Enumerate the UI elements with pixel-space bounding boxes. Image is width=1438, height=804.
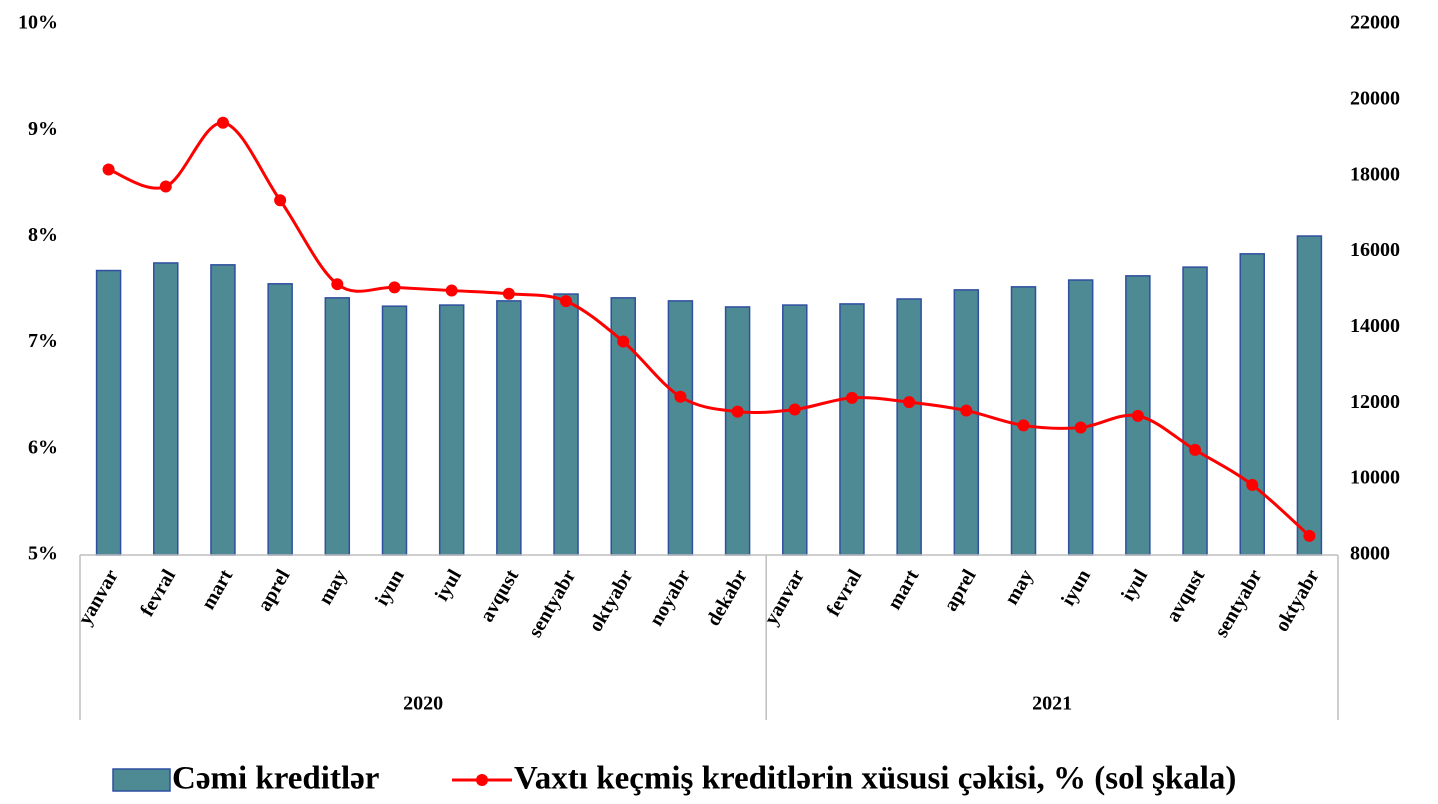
bar	[782, 304, 808, 556]
line-point	[674, 390, 687, 403]
legend-label: Cəmi kreditlər	[172, 761, 379, 797]
y-tick-label: 8%	[28, 224, 58, 246]
bar	[496, 300, 522, 556]
group-label: 2021	[1032, 693, 1072, 715]
x-tick-label: iyun	[371, 566, 409, 610]
x-tick-label: mart	[883, 566, 923, 614]
line-point	[216, 116, 229, 129]
legend-swatch	[476, 774, 488, 786]
bar	[1239, 253, 1265, 556]
x-tick-label: fevral	[822, 565, 866, 620]
bar	[324, 297, 351, 556]
y-tick-label: 9%	[28, 118, 58, 140]
y-tick-label: 6%	[28, 436, 58, 458]
x-tick-label: may	[1000, 566, 1037, 609]
x-tick-label: aprel	[253, 565, 294, 615]
y2-tick-label: 22000	[1350, 12, 1400, 34]
x-tick-label: yanvar	[74, 566, 123, 629]
y2-tick-label: 12000	[1350, 391, 1400, 413]
line-point	[159, 180, 172, 193]
y2-tick-label: 18000	[1350, 163, 1400, 185]
bar	[553, 293, 579, 556]
line-point	[445, 284, 458, 297]
bar	[267, 283, 293, 556]
legend-swatch	[112, 768, 171, 792]
line-point	[960, 404, 973, 417]
bar	[210, 264, 236, 556]
x-tick-label: may	[314, 566, 351, 609]
bar	[667, 300, 694, 556]
line-point	[560, 295, 573, 308]
bar	[1296, 235, 1323, 556]
y2-tick-label: 16000	[1350, 239, 1400, 261]
bar	[153, 262, 179, 556]
bar	[95, 269, 122, 556]
bar	[1067, 279, 1094, 556]
group-label: 2020	[403, 693, 443, 715]
bar	[839, 303, 865, 556]
y-tick-label: 7%	[28, 330, 58, 352]
line-point	[274, 194, 287, 207]
y2-tick-label: 8000	[1350, 543, 1390, 565]
bar	[1182, 266, 1208, 556]
bar	[724, 306, 751, 556]
line-point	[1131, 409, 1144, 422]
y-tick-label: 5%	[28, 543, 58, 565]
x-tick-label: yanvar	[760, 566, 809, 629]
line-point	[1017, 419, 1030, 432]
x-tick-label: sentyabr	[1210, 566, 1266, 642]
line-point	[617, 335, 630, 348]
x-tick-label: sentyabr	[524, 566, 580, 642]
x-tick-label: noyabr	[645, 566, 695, 630]
y2-tick-label: 14000	[1350, 315, 1400, 337]
line-point	[102, 163, 115, 176]
x-tick-label: oktyabr	[585, 566, 638, 636]
line-point	[731, 405, 744, 418]
y-tick-label: 10%	[18, 12, 58, 34]
bar	[438, 304, 465, 556]
bar	[896, 298, 922, 556]
x-tick-label: fevral	[136, 565, 180, 620]
x-tick-label: iyun	[1057, 566, 1095, 610]
y2-tick-label: 10000	[1350, 467, 1400, 489]
x-tick-label: aprel	[940, 565, 981, 615]
x-tick-label: oktyabr	[1271, 566, 1324, 636]
x-tick-label: dekabr	[702, 566, 752, 630]
x-tick-label: mart	[197, 566, 237, 614]
x-tick-label: avqust	[476, 566, 524, 626]
line-point	[1189, 443, 1202, 456]
line-point	[388, 281, 401, 294]
line-point	[788, 403, 801, 416]
legend-label: Vaxtı keçmiş kreditlərin xüsusi çəkisi, …	[514, 761, 1236, 797]
line-point	[331, 278, 344, 291]
y2-tick-label: 20000	[1350, 87, 1400, 109]
x-tick-label: iyul	[431, 565, 466, 604]
line-point	[1303, 529, 1316, 542]
line-point	[1246, 478, 1259, 491]
x-tick-label: avqust	[1162, 566, 1210, 626]
bar	[381, 305, 408, 556]
line-point	[1074, 421, 1087, 434]
x-tick-label: iyul	[1117, 565, 1152, 604]
bar	[953, 289, 980, 556]
line-point	[903, 396, 916, 409]
line-point	[845, 391, 858, 404]
line-point	[502, 287, 515, 300]
